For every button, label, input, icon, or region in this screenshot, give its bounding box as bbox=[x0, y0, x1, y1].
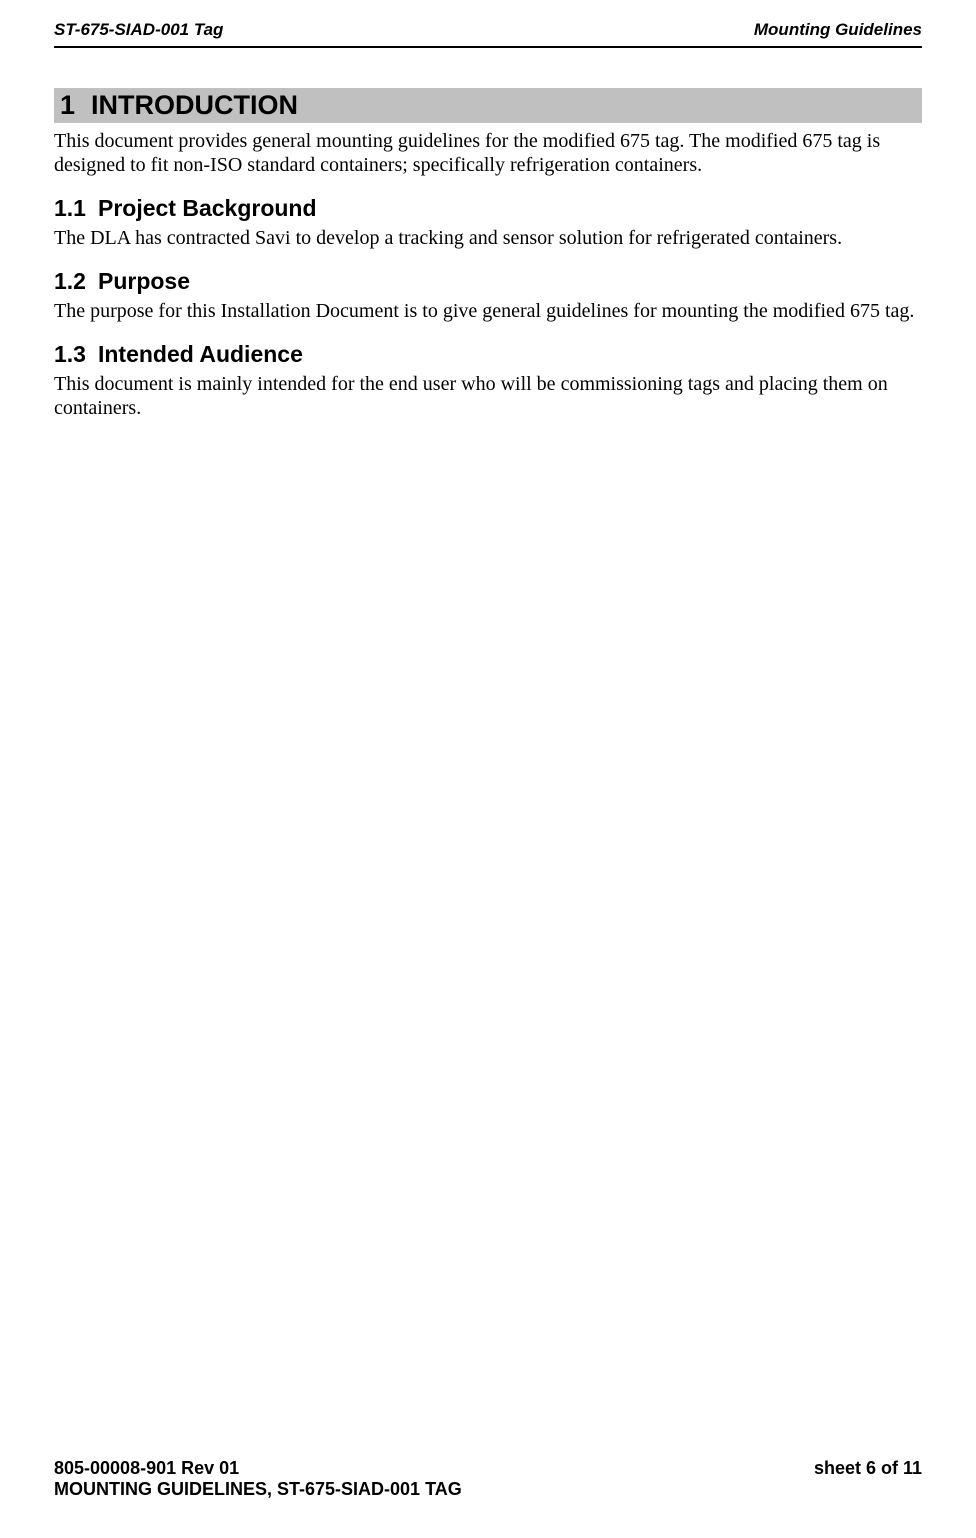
section-1-2-number: 1.2 bbox=[54, 268, 86, 295]
page-header: ST-675-SIAD-001 Tag Mounting Guidelines bbox=[54, 20, 922, 46]
section-1-body: This document provides general mounting … bbox=[54, 129, 922, 177]
footer-title: MOUNTING GUIDELINES, ST-675-SIAD-001 TAG bbox=[54, 1479, 922, 1500]
section-1-title: INTRODUCTION bbox=[91, 90, 298, 120]
section-1-3-heading: 1.3 Intended Audience bbox=[54, 341, 922, 368]
header-left: ST-675-SIAD-001 Tag bbox=[54, 20, 223, 40]
footer-sheet: sheet 6 of 11 bbox=[814, 1458, 922, 1479]
section-1-1-number: 1.1 bbox=[54, 195, 86, 222]
header-right: Mounting Guidelines bbox=[754, 20, 922, 40]
section-1-number: 1 bbox=[60, 90, 75, 121]
footer-doc-rev: 805-00008-901 Rev 01 bbox=[54, 1458, 239, 1479]
section-1-2-body: The purpose for this Installation Docume… bbox=[54, 299, 922, 323]
section-1-1-heading: 1.1 Project Background bbox=[54, 195, 922, 222]
section-1-1-body: The DLA has contracted Savi to develop a… bbox=[54, 226, 922, 250]
section-1-2-title: Purpose bbox=[98, 268, 190, 294]
section-1-3-number: 1.3 bbox=[54, 341, 86, 368]
section-1-2-heading: 1.2 Purpose bbox=[54, 268, 922, 295]
section-1-1-title: Project Background bbox=[98, 195, 317, 221]
header-divider bbox=[54, 46, 922, 48]
section-1-3-body: This document is mainly intended for the… bbox=[54, 372, 922, 420]
section-1-heading: 1 INTRODUCTION bbox=[54, 88, 922, 123]
section-1-3-title: Intended Audience bbox=[98, 341, 303, 367]
page-footer: 805-00008-901 Rev 01 sheet 6 of 11 MOUNT… bbox=[54, 1458, 922, 1500]
